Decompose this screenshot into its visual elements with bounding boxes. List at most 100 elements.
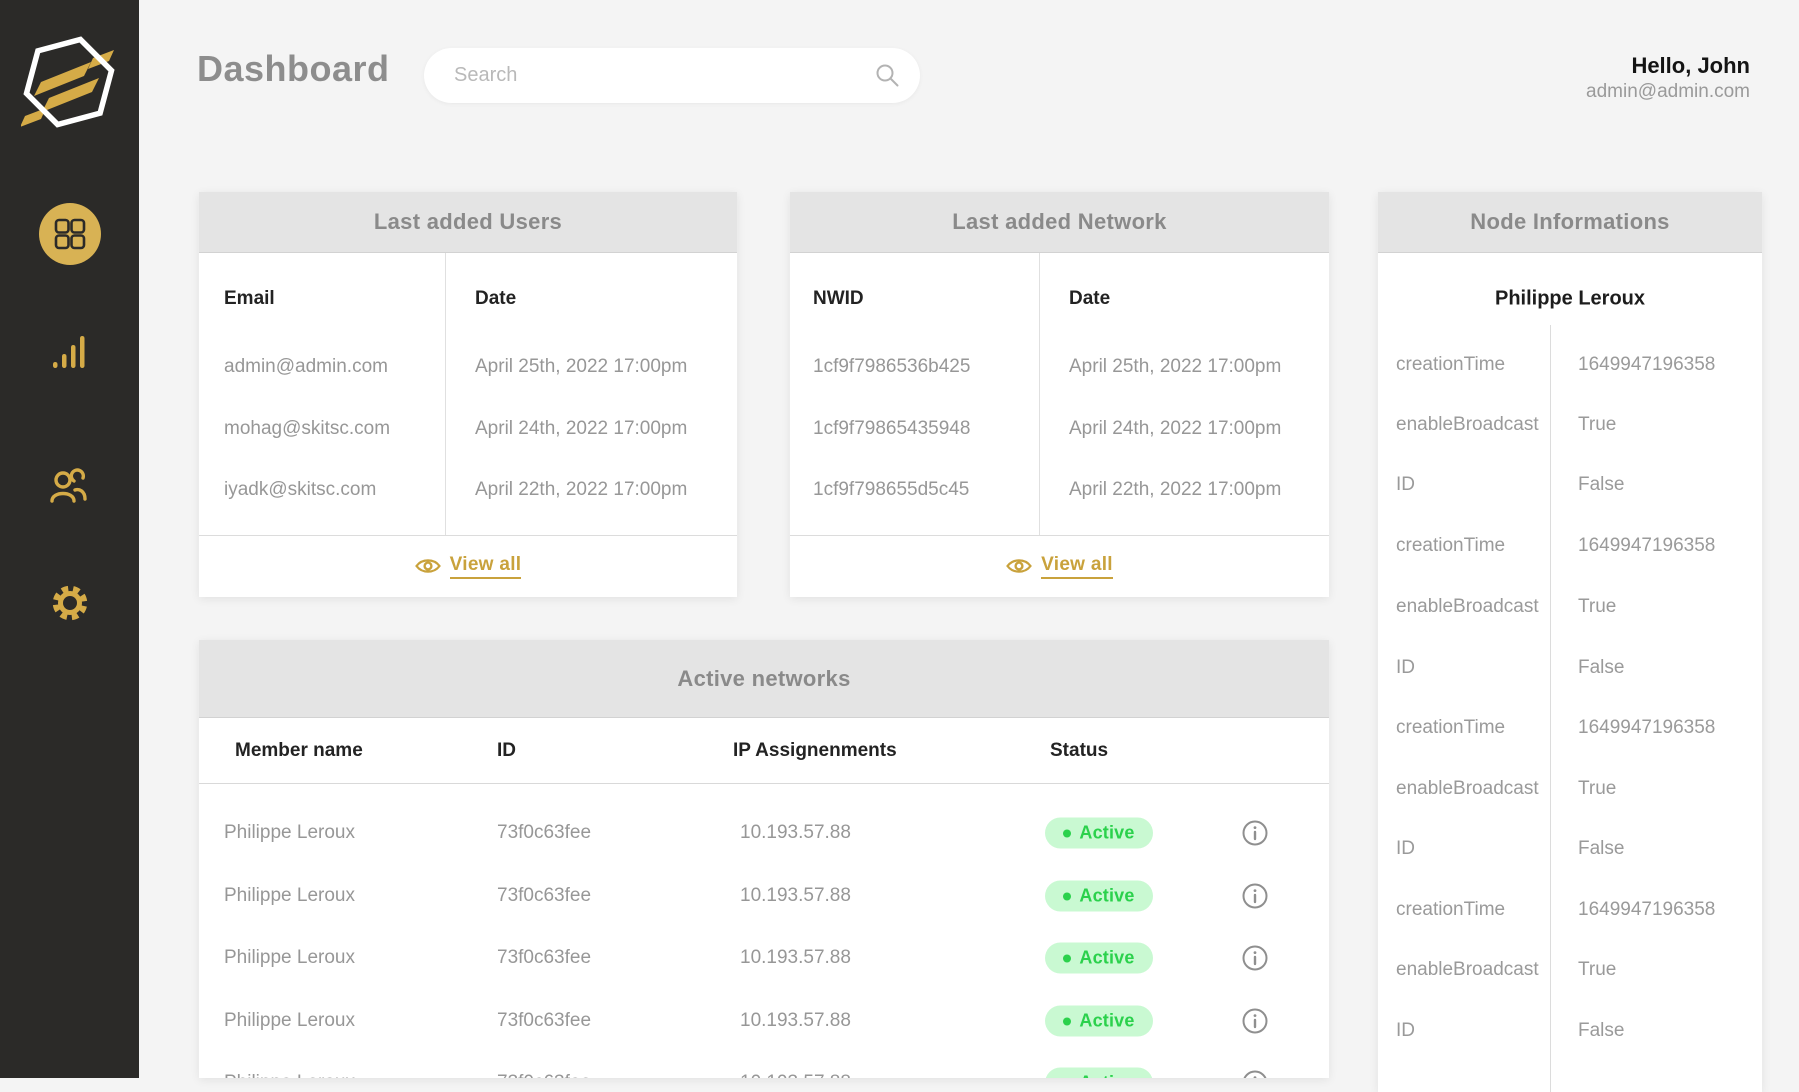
column-header-id: ID — [497, 739, 516, 761]
row-info-button[interactable] — [1242, 1070, 1268, 1078]
status-dot-icon — [1063, 829, 1072, 837]
table-cell: April 25th, 2022 17:00pm — [1069, 356, 1282, 377]
kv-value: True — [1578, 778, 1617, 799]
status-badge: Active — [1045, 1067, 1153, 1078]
network-table: NWID Date 1cf9f7986536b425 April 25th, 2… — [790, 253, 1329, 535]
kv-key: creationTime — [1396, 717, 1506, 738]
kv-key: enableBroadcast — [1396, 596, 1539, 617]
kv-value: 1649947196358 — [1578, 354, 1716, 375]
card-header: Active networks — [199, 640, 1329, 718]
card-footer: View all — [199, 535, 737, 596]
user-email: admin@admin.com — [1586, 81, 1750, 102]
bar-chart-icon — [52, 336, 84, 368]
kv-key: enableBroadcast — [1396, 959, 1539, 980]
table-cell: April 22th, 2022 17:00pm — [475, 479, 688, 500]
card-header: Last added Network — [790, 192, 1329, 253]
table-cell: admin@admin.com — [224, 356, 388, 377]
info-icon — [1242, 883, 1268, 909]
member-cell: Philippe Leroux — [224, 1010, 355, 1031]
status-badge: Active — [1045, 1005, 1153, 1037]
table-cell: mohag@skitsc.com — [224, 418, 391, 439]
table-cell: 1cf9f79865435948 — [813, 418, 971, 439]
row-info-button[interactable] — [1242, 820, 1268, 846]
node-info-table: Philippe Leroux creationTime 16499471963… — [1378, 253, 1762, 1092]
kv-value: False — [1578, 838, 1625, 859]
card-header: Node Informations — [1378, 192, 1762, 253]
card-title: Last added Network — [952, 209, 1167, 234]
info-icon — [1242, 1008, 1268, 1034]
view-all-network-link[interactable]: View all — [1006, 554, 1113, 579]
kv-value: True — [1578, 596, 1617, 617]
kv-value: False — [1578, 657, 1625, 678]
status-dot-icon — [1063, 1017, 1072, 1025]
kv-value: False — [1578, 1020, 1625, 1041]
row-info-button[interactable] — [1242, 883, 1268, 909]
ip-cell: 10.193.57.88 — [740, 885, 851, 906]
view-all-label: View all — [449, 554, 522, 579]
view-all-users-link[interactable]: View all — [414, 554, 522, 579]
row-info-button[interactable] — [1242, 1008, 1268, 1034]
table-cell: 1cf9f798655d5c45 — [813, 479, 970, 500]
kv-key: creationTime — [1396, 899, 1506, 920]
page-title: Dashboard — [197, 48, 390, 89]
member-cell: Philippe Leroux — [224, 947, 355, 968]
info-icon — [1243, 1070, 1267, 1078]
grid-icon — [54, 218, 85, 250]
column-header-member: Member name — [235, 739, 363, 761]
user-greeting: Hello, John — [1631, 53, 1750, 78]
kv-key: ID — [1396, 474, 1415, 495]
table-cell: iyadk@skitsc.com — [224, 479, 377, 500]
sidebar-item-dashboard[interactable] — [0, 202, 139, 266]
column-divider — [445, 253, 446, 535]
column-header-ip: IP Assignenments — [733, 739, 897, 761]
row-info-button[interactable] — [1242, 945, 1268, 971]
card-title: Active networks — [677, 665, 851, 691]
kv-key: creationTime — [1396, 535, 1506, 556]
eye-icon — [1006, 559, 1032, 573]
id-cell: 73f0c63fee — [497, 1010, 592, 1031]
sidebar — [0, 0, 139, 1078]
active-networks-rows: Philippe Leroux 73f0c63fee 10.193.57.88 … — [199, 784, 1329, 1078]
sidebar-item-settings[interactable] — [0, 571, 139, 635]
sidebar-item-statistics[interactable] — [0, 321, 139, 385]
status-badge: Active — [1045, 817, 1153, 849]
kv-key: ID — [1396, 838, 1415, 859]
id-cell: 73f0c63fee — [497, 822, 592, 843]
active-networks-card: Active networks Member name ID IP Assign… — [199, 640, 1329, 1078]
table-cell: April 22th, 2022 17:00pm — [1069, 479, 1282, 500]
status-dot-icon — [1063, 954, 1072, 962]
column-header-date: Date — [1069, 288, 1111, 309]
eye-icon — [414, 559, 441, 573]
kv-value: True — [1578, 959, 1617, 980]
status-badge: Active — [1045, 880, 1153, 912]
gear-icon — [52, 585, 87, 621]
id-cell: 73f0c63fee — [497, 947, 592, 968]
kv-key: enableBroadcast — [1396, 414, 1539, 435]
column-divider — [1550, 325, 1551, 1092]
status-badge: Active — [1045, 942, 1153, 974]
table-cell: April 24th, 2022 17:00pm — [475, 418, 688, 439]
info-icon — [1242, 945, 1268, 971]
kv-value: 1649947196358 — [1578, 899, 1716, 920]
table-cell: April 24th, 2022 17:00pm — [1069, 418, 1282, 439]
card-title: Node Informations — [1470, 209, 1670, 234]
kv-key: ID — [1396, 657, 1415, 678]
ip-cell: 10.193.57.88 — [740, 822, 851, 843]
column-header-date: Date — [475, 288, 517, 309]
table-cell: 1cf9f7986536b425 — [813, 356, 971, 377]
active-networks-column-headers: Member name ID IP Assignenments Status — [199, 718, 1329, 784]
column-header-email: Email — [224, 288, 275, 309]
search-icon[interactable] — [875, 63, 900, 88]
card-footer: View all — [790, 535, 1329, 596]
column-header-status: Status — [1050, 739, 1109, 761]
column-divider — [1039, 253, 1040, 535]
column-header-nwid: NWID — [813, 288, 864, 309]
sidebar-item-users[interactable] — [0, 454, 139, 518]
node-informations-card: Node Informations Philippe Leroux creati… — [1378, 192, 1762, 1092]
kv-value: False — [1578, 474, 1625, 495]
search-input[interactable] — [424, 48, 920, 103]
card-title: Last added Users — [373, 209, 563, 234]
id-cell: 73f0c63fee — [497, 1072, 591, 1078]
status-dot-icon — [1063, 892, 1072, 900]
app-logo — [21, 36, 115, 128]
